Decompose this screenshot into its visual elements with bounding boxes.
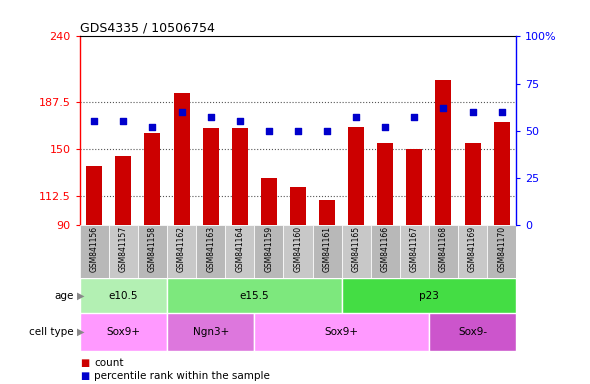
Bar: [429, 225, 458, 278]
Bar: [167, 278, 342, 313]
Point: [322, 127, 332, 134]
Point: [439, 105, 448, 111]
Text: count: count: [94, 358, 124, 368]
Text: GSM841169: GSM841169: [468, 226, 477, 272]
Text: Sox9+: Sox9+: [106, 327, 140, 337]
Bar: [173, 93, 189, 225]
Text: GSM841162: GSM841162: [177, 226, 186, 272]
Bar: [400, 225, 429, 278]
Point: [352, 114, 361, 121]
Text: ■: ■: [80, 371, 89, 381]
Point: [293, 127, 303, 134]
Text: GSM841161: GSM841161: [323, 226, 332, 272]
Bar: [494, 122, 510, 225]
Text: GSM841158: GSM841158: [148, 226, 157, 272]
Bar: [167, 225, 196, 278]
Bar: [342, 278, 516, 313]
Text: cell type: cell type: [29, 327, 74, 337]
Bar: [377, 143, 394, 225]
Bar: [429, 313, 516, 351]
Bar: [86, 166, 102, 225]
Point: [177, 109, 186, 115]
Bar: [283, 225, 313, 278]
Text: GSM841163: GSM841163: [206, 226, 215, 272]
Text: e10.5: e10.5: [109, 291, 138, 301]
Text: GSM841166: GSM841166: [381, 226, 390, 272]
Text: ▶: ▶: [77, 327, 84, 337]
Text: e15.5: e15.5: [240, 291, 269, 301]
Bar: [371, 225, 400, 278]
Text: GSM841157: GSM841157: [119, 226, 128, 272]
Text: age: age: [54, 291, 74, 301]
Point: [206, 114, 215, 121]
Bar: [145, 133, 160, 225]
Bar: [290, 187, 306, 225]
Bar: [319, 200, 335, 225]
Text: GDS4335 / 10506754: GDS4335 / 10506754: [80, 22, 215, 35]
Bar: [313, 225, 342, 278]
Bar: [225, 225, 254, 278]
Bar: [109, 225, 138, 278]
Point: [235, 118, 244, 124]
Bar: [254, 225, 283, 278]
Text: GSM841165: GSM841165: [352, 226, 360, 272]
Bar: [342, 225, 371, 278]
Point: [119, 118, 128, 124]
Bar: [487, 225, 516, 278]
Bar: [435, 80, 451, 225]
Point: [409, 114, 419, 121]
Bar: [80, 278, 167, 313]
Point: [468, 109, 477, 115]
Point: [90, 118, 99, 124]
Text: GSM841156: GSM841156: [90, 226, 99, 272]
Text: GSM841168: GSM841168: [439, 226, 448, 272]
Text: GSM841160: GSM841160: [293, 226, 303, 272]
Text: ■: ■: [80, 358, 89, 368]
Point: [381, 124, 390, 130]
Bar: [80, 313, 167, 351]
Bar: [138, 225, 167, 278]
Text: Ngn3+: Ngn3+: [192, 327, 229, 337]
Bar: [464, 143, 481, 225]
Text: GSM841159: GSM841159: [264, 226, 273, 272]
Bar: [115, 156, 132, 225]
Bar: [167, 313, 254, 351]
Bar: [348, 127, 364, 225]
Bar: [196, 225, 225, 278]
Text: percentile rank within the sample: percentile rank within the sample: [94, 371, 270, 381]
Bar: [261, 178, 277, 225]
Text: GSM841167: GSM841167: [410, 226, 419, 272]
Bar: [458, 225, 487, 278]
Text: Sox9-: Sox9-: [458, 327, 487, 337]
Bar: [202, 128, 219, 225]
Point: [264, 127, 274, 134]
Point: [148, 124, 157, 130]
Text: GSM841170: GSM841170: [497, 226, 506, 272]
Bar: [407, 149, 422, 225]
Bar: [232, 128, 248, 225]
Bar: [254, 313, 429, 351]
Text: p23: p23: [419, 291, 439, 301]
Text: GSM841164: GSM841164: [235, 226, 244, 272]
Point: [497, 109, 506, 115]
Text: ▶: ▶: [77, 291, 84, 301]
Bar: [80, 225, 109, 278]
Text: Sox9+: Sox9+: [324, 327, 359, 337]
